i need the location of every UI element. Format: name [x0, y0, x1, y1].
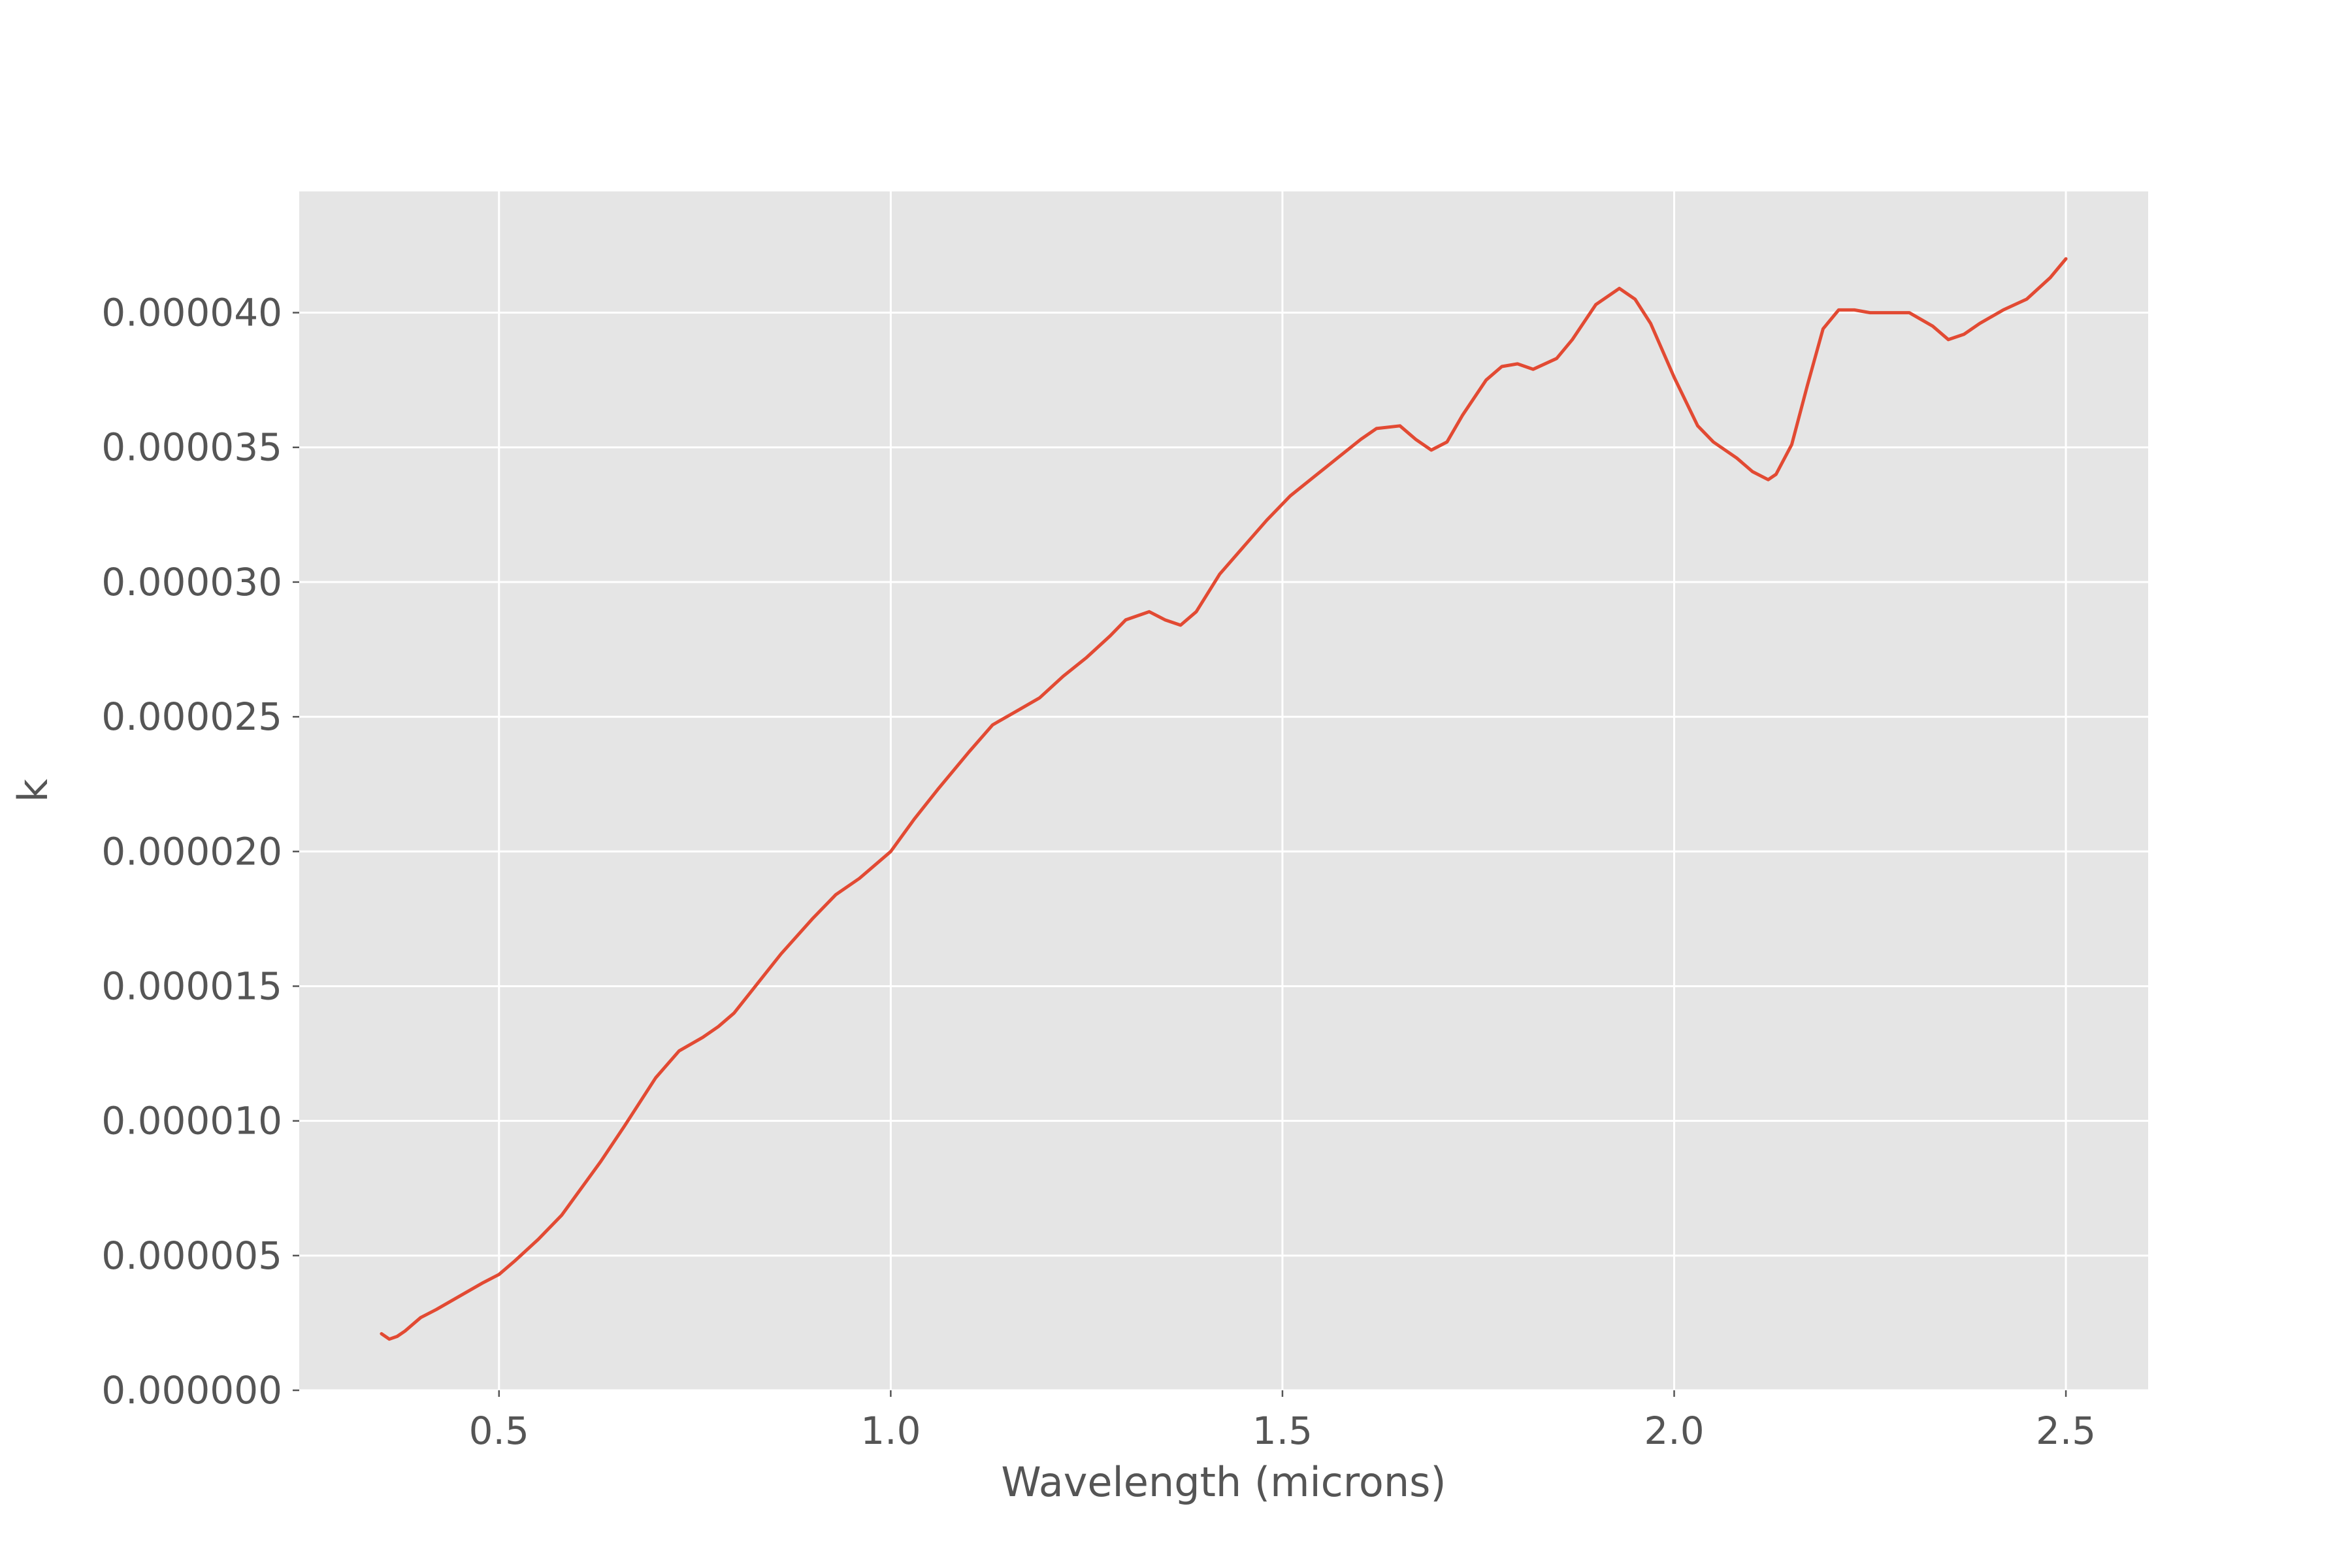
x-tick-label: 1.0	[860, 1409, 921, 1453]
y-tick-label: 0.000035	[101, 425, 282, 470]
series-layer	[380, 257, 2068, 1341]
grid	[299, 191, 2148, 1392]
y-tick-label: 0.000010	[101, 1099, 282, 1143]
plot-background	[299, 191, 2148, 1390]
y-tick-label: 0.000005	[101, 1233, 282, 1278]
x-axis-title: Wavelength (microns)	[1001, 1458, 1446, 1506]
y-tick-label: 0.000020	[101, 829, 282, 874]
y-tick-label: 0.000030	[101, 560, 282, 604]
x-tick-label: 2.5	[2036, 1409, 2096, 1453]
series-line	[380, 257, 2068, 1341]
ticks: 0.5 1.0 1.5 2.0 2.5 0.000000 0.000005 0.000010 0…	[101, 291, 2096, 1453]
y-axis-title: k	[9, 779, 57, 802]
y-tick-label: 0.000040	[101, 291, 282, 335]
y-tick-label: 0.000015	[101, 964, 282, 1008]
y-tick-label: 0.000000	[101, 1368, 282, 1413]
x-tick-label: 2.0	[1644, 1409, 1704, 1453]
x-tick-label: 0.5	[469, 1409, 529, 1453]
x-tick-label: 1.5	[1252, 1409, 1313, 1453]
y-tick-label: 0.000025	[101, 694, 282, 739]
